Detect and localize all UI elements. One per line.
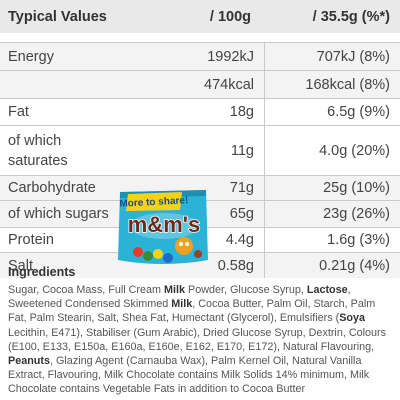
allergen-peanuts: Peanuts — [8, 355, 51, 368]
allergen-milk: Milk — [164, 284, 186, 296]
header-typical-values: Typical Values — [8, 8, 107, 25]
row-per100: 11g — [145, 126, 265, 175]
row-label: Protein — [8, 232, 54, 248]
row-label: Carbohydrate — [8, 180, 96, 196]
row-per100: 1992kJ — [145, 43, 265, 70]
ingredients-segment: , Cocoa Butter, Palm Oil, Starch, Palm F… — [8, 298, 376, 325]
nutrition-table: Typical Values / 100g / 35.5g (%*) Energ… — [0, 0, 400, 278]
ingredients-segment: Lecithin, E471), Stabiliser (Gum Arabic)… — [8, 326, 387, 353]
ingredients-segment: Powder, Glucose Syrup, — [185, 284, 307, 296]
row-label — [0, 71, 145, 98]
header-per-serving: / 35.5g (%*) — [312, 8, 390, 25]
ingredients-segment: Sugar, Cocoa Mass, Full Cream — [8, 284, 165, 296]
row-label: of which saturates — [0, 126, 145, 175]
table-row-energy: Energy 1992kJ 707kJ (8%) — [0, 42, 400, 70]
ingredients-segment: , Glazing Agent (Carnauba Wax), Palm Ker… — [8, 355, 370, 396]
row-per100: 474kcal — [145, 71, 265, 98]
allergen-milk: Milk — [171, 298, 193, 311]
row-per-serving: 25g (10%) — [323, 180, 390, 196]
row-per100: 18g — [145, 99, 265, 125]
row-per-serving: 1.6g (3%) — [327, 232, 390, 248]
ingredients-section: Ingredients Sugar, Cocoa Mass, Full Crea… — [8, 265, 394, 397]
banner-shape — [126, 192, 182, 211]
row-per100: 0.58g — [145, 253, 265, 278]
table-header: Typical Values / 100g / 35.5g (%*) — [0, 0, 400, 33]
row-per-serving: 707kJ (8%) — [316, 48, 390, 65]
ingredients-title: Ingredients — [8, 265, 76, 279]
product-bag-illustration: More to share! m&m's — [118, 190, 208, 264]
row-label: Fat — [8, 104, 29, 120]
header-per-100g: / 100g — [209, 8, 251, 25]
ingredients-segment: , Sweetened Condensed Skimmed — [8, 284, 351, 311]
row-per100: 4.4g — [145, 228, 265, 252]
row-per100: 65g — [145, 201, 265, 227]
row-per100: 71g — [145, 176, 265, 200]
row-per-serving: 23g (26%) — [323, 206, 390, 222]
row-per-serving: 0.21g (4%) — [319, 257, 390, 274]
row-label: Salt — [8, 257, 33, 274]
mascot-shape — [175, 237, 193, 255]
row-label: of which sugars — [8, 206, 109, 222]
table-row-fat: Fat 18g 6.5g (9%) — [0, 98, 400, 125]
allergen-soya: Soya — [339, 312, 366, 325]
row-per-serving: 6.5g (9%) — [327, 104, 390, 120]
table-row-kcal: 474kcal 168kcal (8%) — [0, 70, 400, 98]
row-label: Energy — [8, 48, 54, 65]
row-label-line2: saturates — [8, 152, 68, 169]
row-per-serving: 4.0g (20%) — [319, 142, 390, 159]
allergen-lactose: Lactose — [306, 284, 348, 296]
brand-logo-text: m&m's — [128, 212, 200, 237]
row-label-line1: of which — [8, 132, 62, 149]
ingredients-text: Sugar, Cocoa Mass, Full Cream Milk Powde… — [8, 283, 394, 397]
banner-text: More to share! — [119, 195, 188, 210]
table-row-saturates: of which saturates 11g 4.0g (20%) — [0, 125, 400, 175]
row-per-serving: 168kcal (8%) — [305, 76, 390, 93]
product-bag-image: More to share! m&m's — [114, 180, 212, 267]
